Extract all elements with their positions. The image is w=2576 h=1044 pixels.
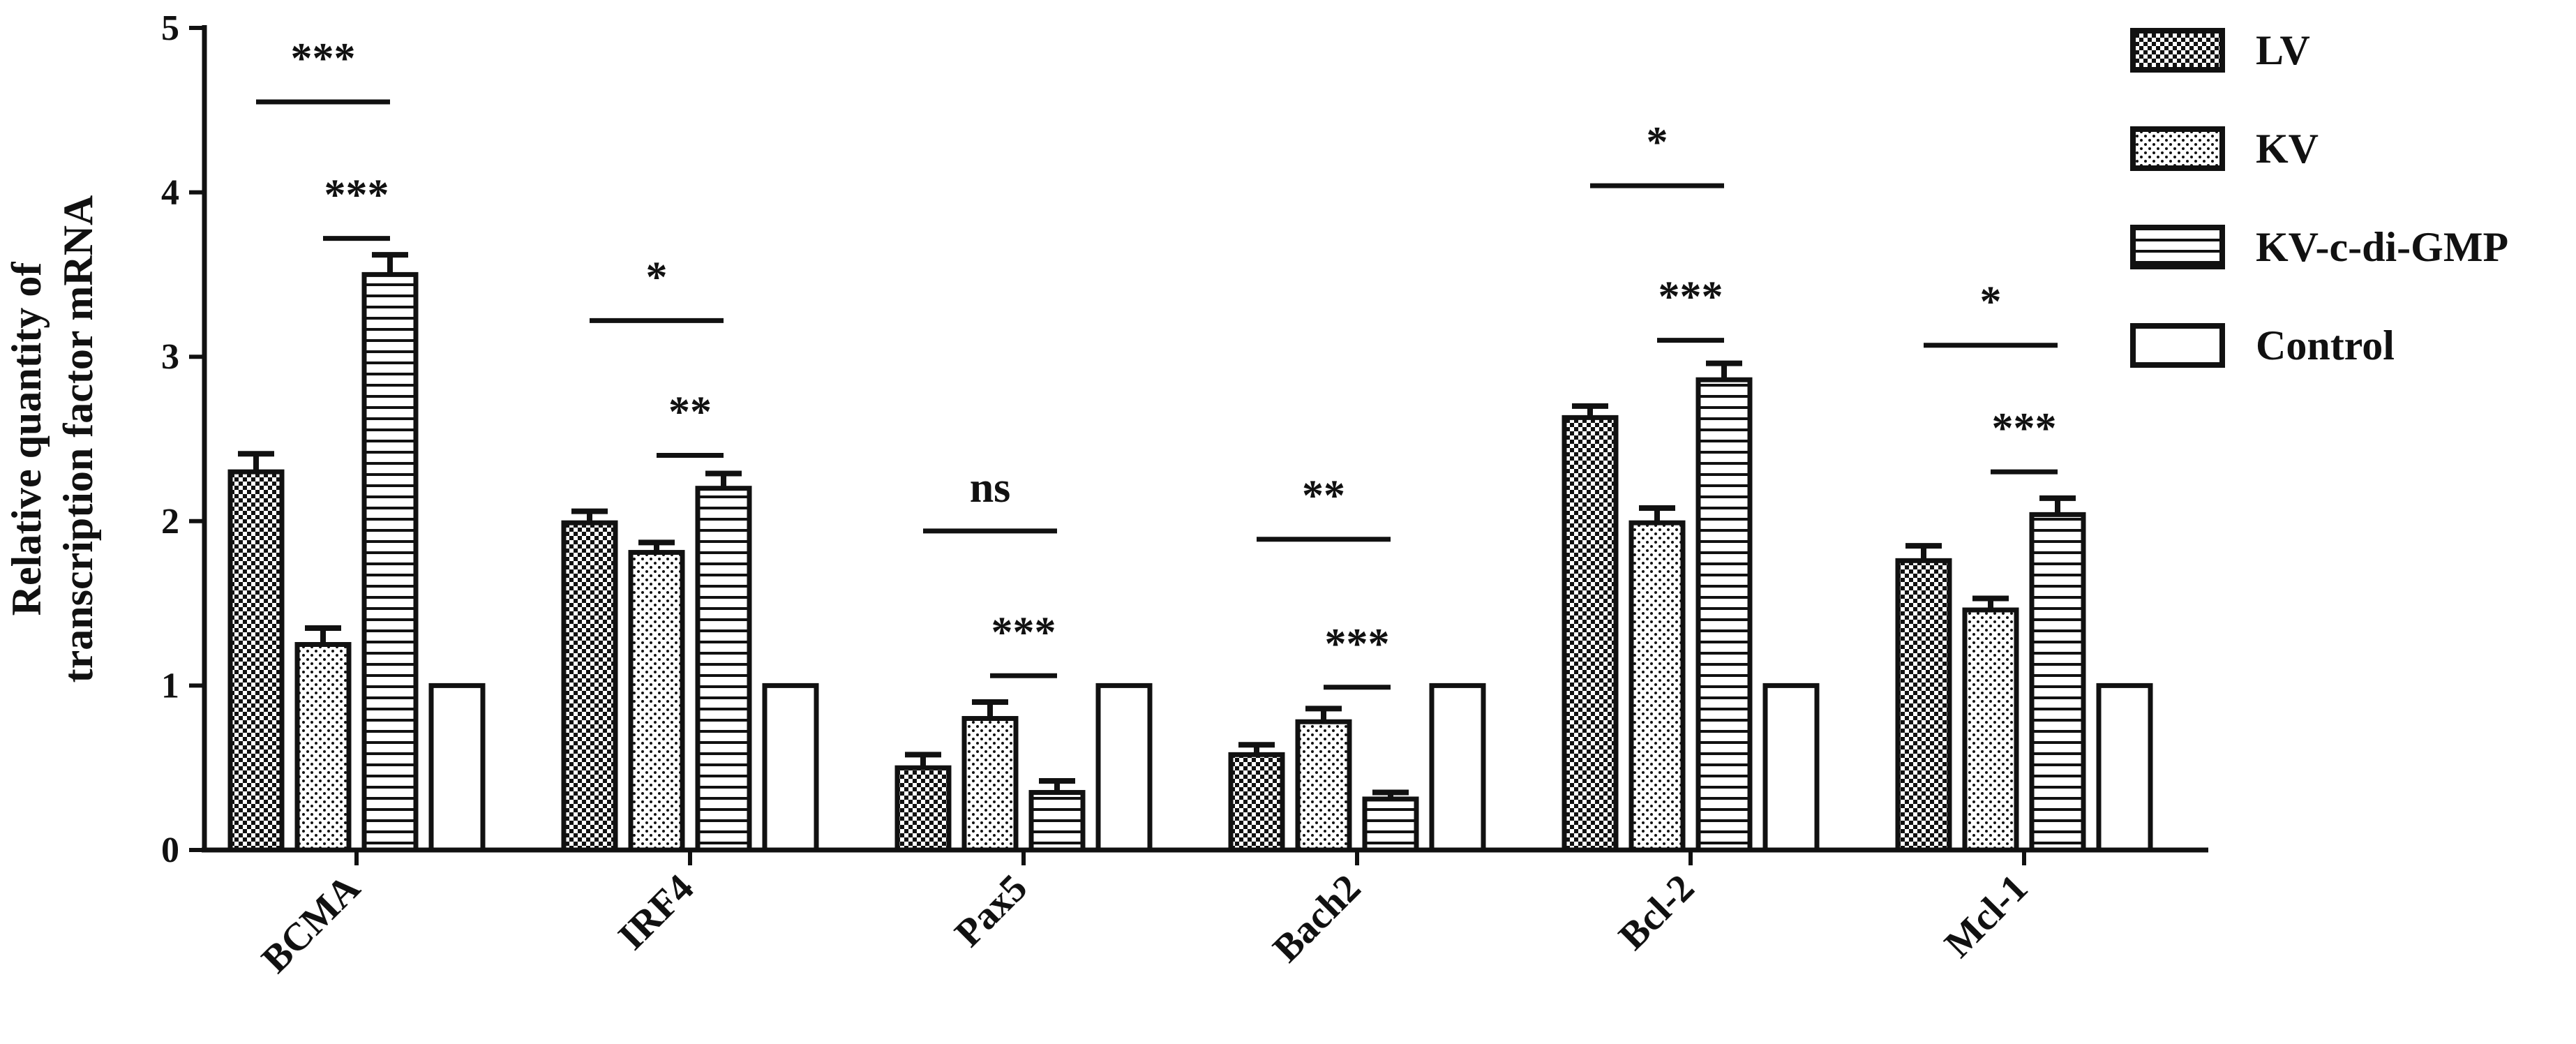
legend-label-KV: KV [2256, 126, 2319, 172]
bar-KV-c-di-GMP-Bcl-2 [1695, 377, 1753, 853]
significance-label: *** [1325, 620, 1390, 668]
significance-label: ns [970, 464, 1011, 512]
y-tick-label: 1 [161, 666, 179, 706]
y-axis-title-line: Relative quantity of [3, 262, 50, 616]
bar-KV-Bach2 [1295, 719, 1352, 853]
bar-LV-Pax5 [894, 765, 952, 853]
significance-label: * [646, 253, 668, 301]
plot-area: 0 1 2 3 4 5 Relative quantity of transcription … [3, 8, 2208, 981]
significance-label: *** [1658, 274, 1723, 321]
y-axis-title: Relative quantity of transcription factor… [3, 195, 101, 683]
significance-label: * [1647, 119, 1668, 166]
bar-KV-c-di-GMP-Mcl-1 [2029, 512, 2086, 853]
x-tick-label-IRF4: IRF4 [610, 866, 702, 958]
legend: LV KV KV-c-di-GMP Control [2130, 27, 2508, 368]
bar-KV-c-di-GMP-IRF4 [695, 486, 752, 853]
x-tick-label-Bach2: Bach2 [1265, 866, 1369, 970]
bar-KV-c-di-GMP-Pax5 [1028, 790, 1086, 853]
bar-KV-Bcl-2 [1628, 520, 1686, 853]
bar-LV-IRF4 [561, 520, 618, 853]
legend-swatch-KV-c-di-GMP [2130, 225, 2225, 269]
bar-LV-Bcl-2 [1562, 415, 1619, 853]
significance-label: ** [668, 389, 712, 436]
significance-label: *** [324, 172, 389, 219]
x-tick-label-Pax5: Pax5 [947, 866, 1035, 955]
y-axis-title-line: transcription factor mRNA [55, 195, 101, 683]
y-tick-label: 3 [161, 337, 179, 377]
y-tick-label: 4 [161, 173, 179, 213]
legend-swatch-Control [2130, 323, 2225, 368]
significance-label: * [1980, 278, 2002, 326]
bar-LV-Mcl-1 [1895, 558, 1952, 853]
bar-KV-BCMA [294, 642, 352, 853]
significance-label: *** [1992, 405, 2057, 452]
bar-Control-Bcl-2 [1762, 683, 1820, 853]
bar-Control-Bach2 [1429, 683, 1486, 853]
bar-LV-BCMA [227, 469, 285, 853]
bar-LV-Bach2 [1228, 752, 1285, 853]
legend-swatch-KV [2130, 126, 2225, 171]
y-tick-label: 5 [161, 8, 179, 48]
bar-KV-Pax5 [961, 716, 1019, 853]
x-tick-label-Bcl-2: Bcl-2 [1610, 866, 1702, 958]
bar-KV-c-di-GMP-Bach2 [1362, 796, 1419, 853]
bar-Control-IRF4 [762, 683, 819, 853]
bar-KV-c-di-GMP-BCMA [361, 271, 419, 853]
bar-KV-Mcl-1 [1962, 607, 2019, 853]
significance-label: *** [291, 35, 356, 82]
x-tick-label-Mcl-1: Mcl-1 [1936, 866, 2036, 966]
x-tick-label-BCMA: BCMA [253, 866, 368, 981]
bar-Control-BCMA [428, 683, 486, 853]
legend-label-KV-c-di-GMP: KV-c-di-GMP [2256, 224, 2508, 270]
legend-swatch-LV [2130, 28, 2225, 73]
bar-KV-IRF4 [628, 550, 685, 853]
y-tick-label: 0 [161, 830, 179, 870]
legend-label-LV: LV [2256, 27, 2310, 73]
legend-label-Control: Control [2256, 322, 2395, 368]
bar-Control-Mcl-1 [2096, 683, 2153, 853]
significance-label: *** [991, 609, 1056, 656]
y-tick-label: 2 [161, 502, 179, 542]
significance-label: ** [1302, 472, 1345, 520]
bar-Control-Pax5 [1095, 683, 1153, 853]
